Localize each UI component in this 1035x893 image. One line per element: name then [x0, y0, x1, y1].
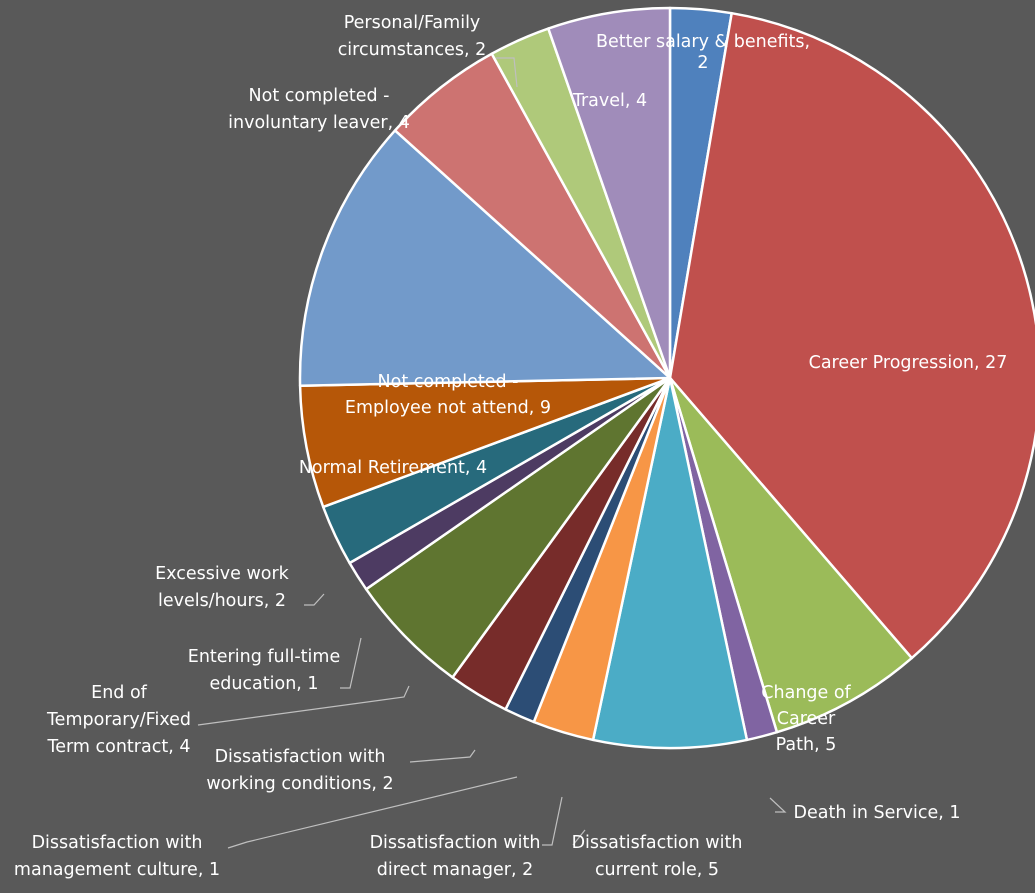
data-label-excessive-work-levels-hours: Excessive work levels/hours, 2 — [155, 564, 289, 611]
data-label-dissatisfaction-with-current-role: Dissatisfaction with current role, 5 — [572, 833, 743, 880]
leader-direct-manager — [542, 796, 563, 846]
data-label-line: Dissatisfaction with — [32, 833, 203, 853]
leader-entering-education — [340, 637, 362, 689]
leader-current-role — [572, 829, 586, 846]
data-label-entering-full-time-education: Entering full-time education, 1 — [188, 647, 340, 694]
data-label-dissatisfaction-with-direct-manager: Dissatisfaction with direct manager, 2 — [370, 833, 541, 880]
data-label-not-completed-employee-not-attend: Not completed - Employee not attend, 9 — [345, 372, 551, 418]
data-label-line: Travel, 4 — [572, 91, 647, 111]
data-label-line: working conditions, 2 — [206, 774, 393, 794]
pie-slice-career-progression — [668, 11, 1035, 660]
data-label-dissatisfaction-with-management-culture: Dissatisfaction with management culture, … — [14, 833, 220, 880]
leader-excessive-work — [304, 593, 325, 606]
data-label-line: 2 — [697, 53, 708, 73]
data-labels: Better salary & benefits, 2 Career Progres… — [14, 13, 1007, 880]
data-label-line: Not completed - — [249, 86, 390, 106]
data-label-line: direct manager, 2 — [377, 860, 534, 880]
data-label-line: Temporary/Fixed — [46, 710, 191, 730]
data-label-line: Path, 5 — [776, 735, 837, 755]
data-label-line: Personal/Family — [344, 13, 481, 33]
leader-lines — [197, 57, 787, 849]
pie-slice-not-completed-employee-not-attend — [298, 129, 672, 387]
data-label-line: Career — [777, 709, 836, 729]
pie-slice-dissatisfaction-with-current-role — [591, 376, 749, 750]
pie-slice-change-of-career-path — [668, 376, 914, 734]
data-label-line: Normal Retirement, 4 — [299, 458, 487, 478]
data-label-line: Entering full-time — [188, 647, 340, 667]
slices-layer — [298, 6, 1035, 750]
data-label-line: circumstances, 2 — [338, 40, 487, 60]
data-label-line: Term contract, 4 — [47, 737, 191, 757]
data-label-line: Excessive work — [155, 564, 289, 584]
data-label-change-of-career-path: Change of Career Path, 5 — [761, 683, 851, 755]
data-label-end-of-temporary-fixed-term-contract: End of Temporary/Fixed Term contract, 4 — [46, 683, 191, 757]
data-label-line: Career Progression, 27 — [809, 353, 1008, 373]
data-label-death-in-service: Death in Service, 1 — [794, 803, 961, 823]
data-label-line: Better salary & benefits, — [596, 32, 810, 52]
leader-working-conditions — [409, 749, 476, 763]
data-label-travel: Travel, 4 — [572, 91, 647, 111]
data-label-not-completed-involuntary-leaver: Not completed - involuntary leaver, 4 — [228, 86, 410, 133]
leader-personal-family — [496, 57, 518, 88]
leader-management-culture — [227, 776, 518, 849]
data-label-line: involuntary leaver, 4 — [228, 113, 410, 133]
pie-slice-travel — [547, 6, 672, 380]
data-label-line: Dissatisfaction with — [572, 833, 743, 853]
data-label-line: education, 1 — [209, 674, 318, 694]
data-label-line: End of — [91, 683, 148, 703]
data-label-line: levels/hours, 2 — [158, 591, 286, 611]
data-label-line: current role, 5 — [595, 860, 719, 880]
data-label-career-progression: Career Progression, 27 — [809, 353, 1008, 373]
leader-death-in-service — [769, 797, 787, 813]
data-label-line: Change of — [761, 683, 851, 703]
data-label-line: Employee not attend, 9 — [345, 398, 551, 418]
data-label-line: management culture, 1 — [14, 860, 220, 880]
data-label-dissatisfaction-with-working-conditions: Dissatisfaction with working conditions, … — [206, 747, 393, 794]
data-label-line: Not completed - — [378, 372, 519, 392]
data-label-better-salary-benefits: Better salary & benefits, 2 — [596, 32, 810, 73]
leader-end-of-contract — [197, 685, 410, 726]
data-label-normal-retirement: Normal Retirement, 4 — [299, 458, 487, 478]
data-label-line: Dissatisfaction with — [370, 833, 541, 853]
data-label-personal-family-circumstances: Personal/Family circumstances, 2 — [338, 13, 487, 60]
data-label-line: Death in Service, 1 — [794, 803, 961, 823]
data-label-line: Dissatisfaction with — [215, 747, 386, 767]
